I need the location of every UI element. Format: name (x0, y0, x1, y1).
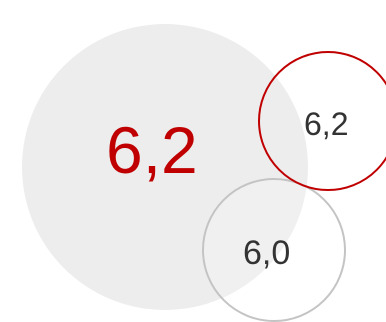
red-outline-bubble (258, 51, 386, 191)
grey-bubble-value: 6,0 (243, 234, 291, 272)
grey-outline-bubble (202, 178, 346, 322)
red-bubble-value: 6,2 (304, 106, 349, 142)
main-value: 6,2 (106, 113, 198, 187)
